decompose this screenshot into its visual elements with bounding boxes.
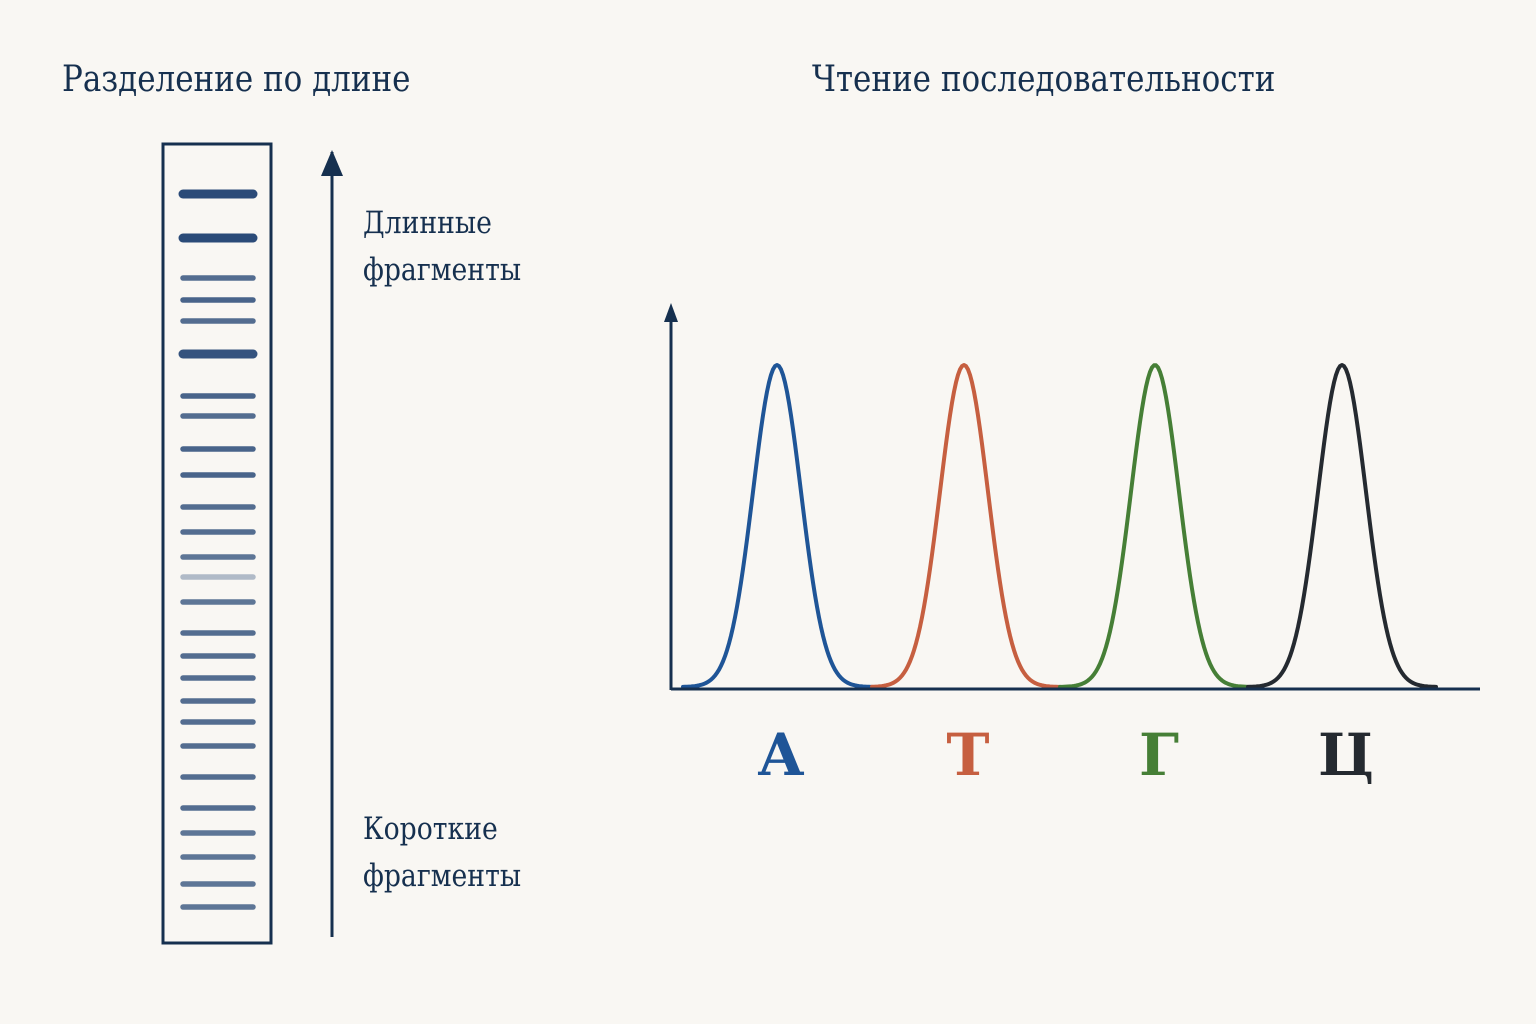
gel-panel-title: Разделение по длине	[62, 59, 411, 100]
gel-lane-frame	[161, 142, 273, 945]
sequence-panel-title: Чтение последовательности	[812, 59, 1276, 100]
chromatogram-peak	[681, 363, 873, 689]
y-axis-arrow-head-icon	[664, 303, 678, 322]
chromatogram-peaks	[681, 363, 1438, 689]
short-fragments-label-line1: Короткие	[363, 811, 498, 847]
short-fragments-label: Короткие фрагменты	[363, 806, 521, 900]
chromatogram-peak	[870, 363, 1062, 689]
base-call-letter: А	[757, 721, 805, 789]
length-arrow-head-icon	[321, 150, 343, 176]
long-fragments-label-line2: фрагменты	[363, 252, 522, 288]
base-call-letter: Т	[946, 721, 990, 789]
chromatogram-peak	[1058, 363, 1250, 689]
long-fragments-label: Длинные фрагменты	[363, 200, 521, 294]
short-fragments-label-line2: фрагменты	[363, 858, 522, 894]
base-call-letter: Г	[1138, 721, 1180, 789]
long-fragments-label-line1: Длинные	[363, 205, 492, 241]
gel-bands	[178, 189, 258, 910]
chromatogram-peak	[1246, 363, 1438, 689]
base-call-letter: Ц	[1317, 721, 1375, 789]
